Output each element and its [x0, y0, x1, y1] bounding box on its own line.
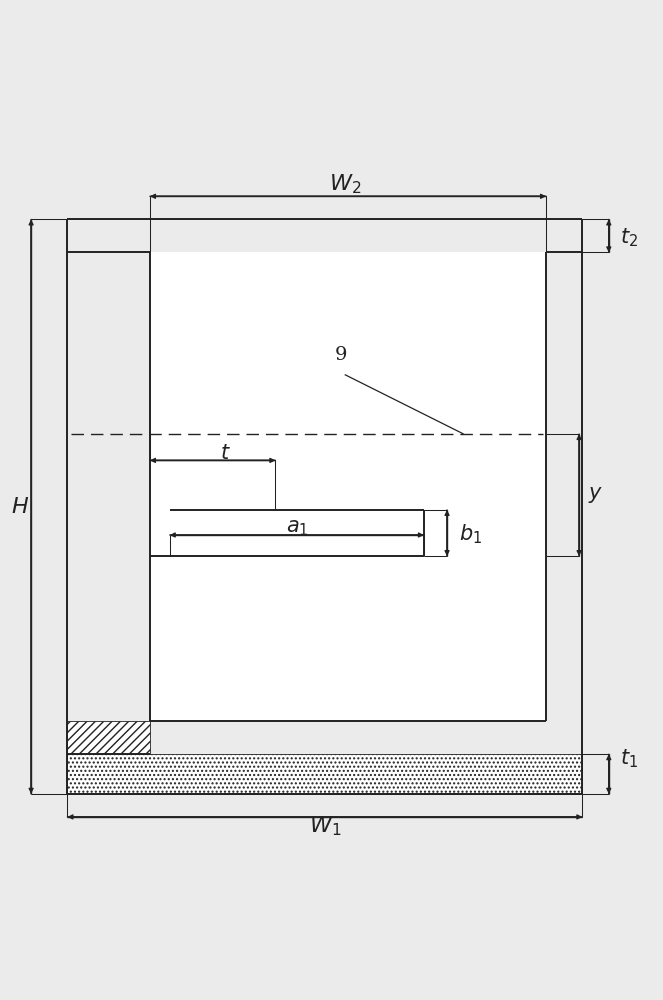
- Text: $a_1$: $a_1$: [286, 518, 308, 538]
- Text: $t_2$: $t_2$: [619, 226, 638, 249]
- Polygon shape: [150, 252, 546, 721]
- Text: $W_2$: $W_2$: [329, 173, 361, 196]
- Text: $t_1$: $t_1$: [619, 748, 638, 770]
- Text: $b_1$: $b_1$: [459, 523, 482, 546]
- Text: 9: 9: [335, 346, 347, 364]
- Text: $W_1$: $W_1$: [309, 814, 341, 838]
- Text: $t$: $t$: [221, 444, 231, 463]
- Text: $y$: $y$: [588, 485, 603, 505]
- Text: $H$: $H$: [11, 496, 29, 518]
- Polygon shape: [68, 754, 582, 794]
- Polygon shape: [68, 721, 150, 754]
